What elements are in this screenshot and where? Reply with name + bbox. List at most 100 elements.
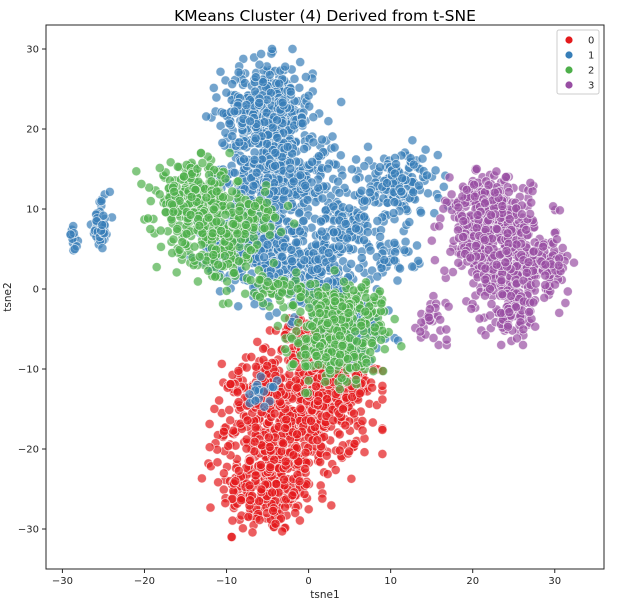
data-point [232, 387, 243, 398]
data-point [250, 361, 261, 372]
data-point [528, 297, 539, 308]
data-point [540, 259, 551, 270]
data-point [238, 154, 249, 165]
data-point [516, 209, 527, 220]
data-point [472, 210, 483, 221]
data-point [350, 326, 361, 337]
data-point [415, 207, 426, 218]
data-point [366, 337, 377, 348]
data-point [312, 396, 323, 407]
data-point [497, 201, 508, 212]
data-point [287, 490, 298, 501]
data-point [245, 116, 256, 127]
data-point [300, 447, 311, 458]
data-point [538, 241, 549, 252]
data-point [217, 137, 228, 148]
data-point [236, 495, 247, 506]
data-point [229, 106, 240, 117]
data-point [142, 213, 153, 224]
data-point [313, 290, 324, 301]
data-point [259, 252, 270, 263]
data-point [351, 154, 362, 165]
data-point [471, 163, 482, 174]
data-point [186, 191, 197, 202]
data-point [223, 298, 234, 309]
data-point [266, 44, 277, 55]
data-point [501, 245, 512, 256]
data-point [271, 307, 282, 318]
data-point [267, 381, 278, 392]
data-point [377, 448, 388, 459]
data-point [505, 290, 516, 301]
data-point [554, 205, 565, 216]
data-point [525, 177, 536, 188]
data-point [334, 445, 345, 456]
data-point [377, 380, 388, 391]
data-point [453, 202, 464, 213]
data-point [300, 361, 311, 372]
data-point [441, 334, 452, 345]
data-point [340, 420, 351, 431]
data-point [299, 143, 310, 154]
data-point [237, 523, 248, 534]
legend-label: 0 [588, 36, 594, 47]
data-point [201, 111, 212, 122]
data-point [246, 351, 257, 362]
data-point [262, 276, 273, 287]
data-point [201, 192, 212, 203]
data-point [250, 72, 261, 83]
data-point [247, 527, 258, 538]
data-point [424, 304, 435, 315]
x-axis-label: tsne1 [310, 589, 339, 601]
data-point [305, 279, 316, 290]
data-point [211, 92, 222, 103]
x-tick-label: 10 [384, 576, 397, 587]
data-point [233, 397, 244, 408]
data-point [136, 178, 147, 189]
data-point [251, 167, 262, 178]
data-point [397, 173, 408, 184]
legend-label: 3 [588, 81, 594, 92]
data-point [388, 208, 399, 219]
data-point [254, 274, 265, 285]
data-point [337, 404, 348, 415]
data-point [327, 131, 338, 142]
data-point [407, 135, 418, 146]
data-point [375, 231, 386, 242]
data-point [379, 255, 390, 266]
data-point [308, 112, 319, 123]
data-point [351, 374, 362, 385]
data-point [294, 515, 305, 526]
data-point [233, 365, 244, 376]
x-axis-ticks: −30 −20 −10 0 10 20 30 [52, 569, 561, 587]
data-point [227, 515, 238, 526]
data-point [244, 480, 255, 491]
data-point [168, 206, 179, 217]
data-point [145, 224, 156, 235]
data-point [249, 200, 260, 211]
data-point [526, 197, 537, 208]
data-point [359, 161, 370, 172]
data-point [446, 189, 457, 200]
data-point [389, 237, 400, 248]
data-point [292, 283, 303, 294]
data-point [234, 137, 245, 148]
data-point [256, 49, 267, 60]
data-point [204, 418, 215, 429]
legend-marker-icon [565, 51, 573, 59]
data-point [480, 274, 491, 285]
data-point [249, 154, 260, 165]
data-point [334, 429, 345, 440]
y-tick-label: 20 [26, 125, 39, 136]
data-point [265, 462, 276, 473]
data-point [302, 194, 313, 205]
data-point [233, 465, 244, 476]
data-point [294, 82, 305, 93]
data-point [225, 379, 236, 390]
data-point [254, 292, 265, 303]
data-point [329, 142, 340, 153]
y-tick-label: 30 [26, 45, 39, 56]
data-point [359, 211, 370, 222]
data-point [254, 515, 265, 526]
y-tick-label: −30 [18, 525, 39, 536]
